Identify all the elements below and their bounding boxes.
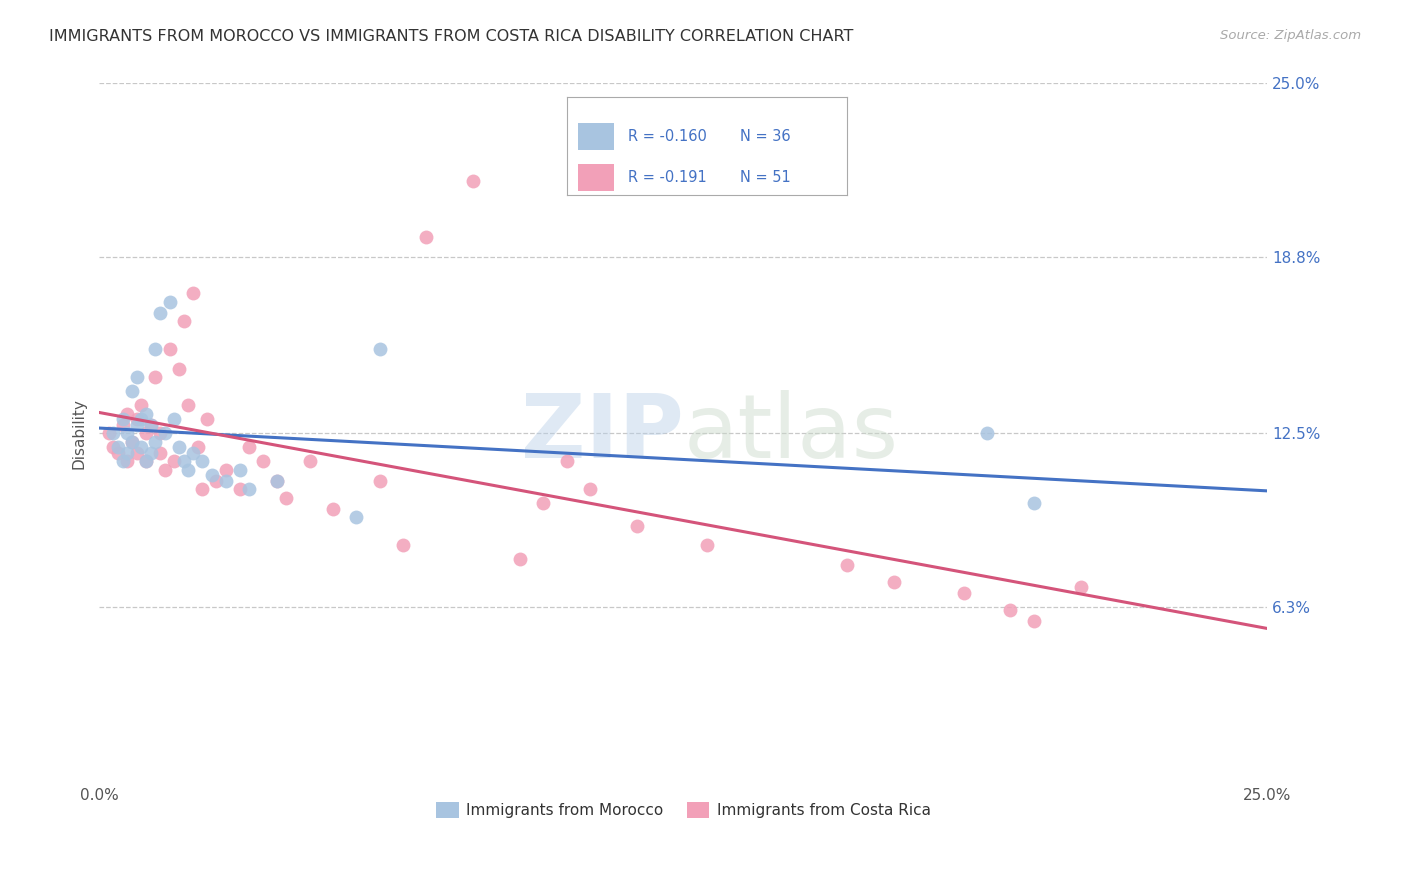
Point: [883, 574, 905, 589]
Point: [266, 474, 288, 488]
Point: [153, 426, 176, 441]
Point: [145, 343, 167, 357]
Point: [121, 384, 143, 399]
Point: [125, 370, 148, 384]
Point: [205, 474, 228, 488]
Legend: Immigrants from Morocco, Immigrants from Costa Rica: Immigrants from Morocco, Immigrants from…: [430, 797, 938, 824]
Text: IMMIGRANTS FROM MOROCCO VS IMMIGRANTS FROM COSTA RICA DISABILITY CORRELATION CHA: IMMIGRANTS FROM MOROCCO VS IMMIGRANTS FR…: [49, 29, 853, 44]
Point: [125, 417, 148, 432]
Point: [1070, 580, 1092, 594]
Point: [149, 306, 172, 320]
Point: [159, 343, 181, 357]
Point: [111, 412, 134, 426]
Point: [117, 407, 139, 421]
Point: [163, 454, 186, 468]
Point: [167, 440, 190, 454]
Point: [117, 426, 139, 441]
Text: Source: ZipAtlas.com: Source: ZipAtlas.com: [1220, 29, 1361, 42]
Point: [145, 370, 167, 384]
Point: [298, 454, 321, 468]
Point: [125, 446, 148, 460]
Point: [191, 482, 214, 496]
Point: [266, 474, 288, 488]
Point: [173, 314, 195, 328]
Point: [228, 482, 250, 496]
Point: [238, 482, 260, 496]
Point: [1022, 614, 1045, 628]
Point: [153, 462, 176, 476]
Point: [1022, 496, 1045, 510]
Point: [1000, 602, 1022, 616]
Point: [181, 286, 204, 301]
Point: [103, 426, 125, 441]
Point: [159, 294, 181, 309]
Point: [131, 440, 153, 454]
Point: [107, 440, 129, 454]
Point: [368, 474, 391, 488]
Point: [415, 230, 437, 244]
Point: [145, 434, 167, 449]
Point: [167, 362, 190, 376]
Point: [117, 446, 139, 460]
Point: [195, 412, 218, 426]
Point: [111, 454, 134, 468]
Point: [228, 462, 250, 476]
Point: [344, 510, 367, 524]
Point: [117, 454, 139, 468]
Point: [322, 501, 344, 516]
Point: [97, 426, 120, 441]
Point: [276, 491, 298, 505]
Point: [135, 407, 157, 421]
Point: [835, 558, 858, 572]
Point: [531, 496, 554, 510]
Point: [131, 398, 153, 412]
Point: [191, 454, 214, 468]
Point: [976, 426, 998, 441]
Point: [149, 446, 172, 460]
Point: [252, 454, 274, 468]
Point: [135, 454, 157, 468]
Point: [555, 454, 578, 468]
Point: [463, 174, 485, 188]
Point: [121, 434, 143, 449]
Point: [135, 426, 157, 441]
Point: [214, 474, 236, 488]
Point: [214, 462, 236, 476]
Point: [163, 412, 186, 426]
Point: [111, 417, 134, 432]
Point: [173, 454, 195, 468]
Point: [368, 343, 391, 357]
Point: [139, 446, 162, 460]
Point: [177, 462, 200, 476]
Point: [125, 412, 148, 426]
Point: [509, 552, 531, 566]
Point: [579, 482, 602, 496]
Point: [103, 440, 125, 454]
Point: [238, 440, 260, 454]
Point: [107, 446, 129, 460]
Text: atlas: atlas: [683, 390, 898, 476]
Point: [177, 398, 200, 412]
Point: [135, 454, 157, 468]
Point: [952, 586, 974, 600]
Point: [131, 412, 153, 426]
Point: [181, 446, 204, 460]
Y-axis label: Disability: Disability: [72, 398, 86, 468]
Point: [121, 434, 143, 449]
Point: [149, 426, 172, 441]
Point: [139, 417, 162, 432]
Point: [626, 518, 648, 533]
Point: [200, 468, 222, 483]
Text: ZIP: ZIP: [520, 390, 683, 476]
Point: [139, 417, 162, 432]
Point: [187, 440, 209, 454]
Point: [696, 538, 718, 552]
Point: [392, 538, 415, 552]
